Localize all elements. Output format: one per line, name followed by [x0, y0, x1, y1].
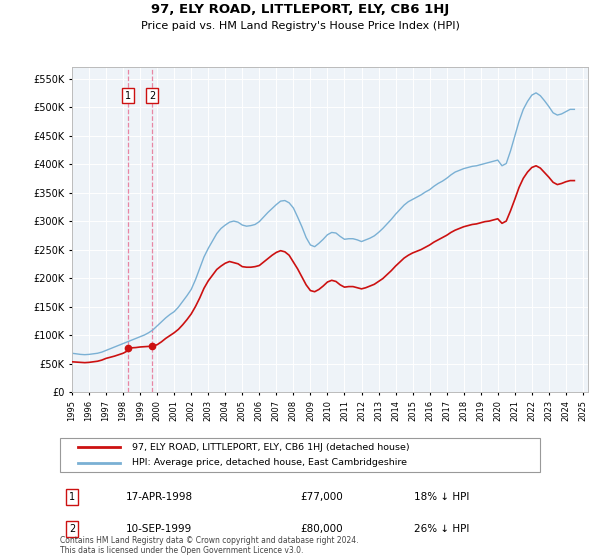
Text: HPI: Average price, detached house, East Cambridgeshire: HPI: Average price, detached house, East… — [132, 458, 407, 467]
Text: 2: 2 — [149, 91, 155, 101]
Text: Contains HM Land Registry data © Crown copyright and database right 2024.
This d: Contains HM Land Registry data © Crown c… — [60, 536, 359, 556]
Text: £80,000: £80,000 — [300, 524, 343, 534]
Text: 26% ↓ HPI: 26% ↓ HPI — [414, 524, 469, 534]
Text: 18% ↓ HPI: 18% ↓ HPI — [414, 492, 469, 502]
Text: 97, ELY ROAD, LITTLEPORT, ELY, CB6 1HJ: 97, ELY ROAD, LITTLEPORT, ELY, CB6 1HJ — [151, 3, 449, 16]
Text: 17-APR-1998: 17-APR-1998 — [126, 492, 193, 502]
Text: 1: 1 — [69, 492, 75, 502]
Text: £77,000: £77,000 — [300, 492, 343, 502]
Text: 2: 2 — [69, 524, 75, 534]
Text: 97, ELY ROAD, LITTLEPORT, ELY, CB6 1HJ (detached house): 97, ELY ROAD, LITTLEPORT, ELY, CB6 1HJ (… — [132, 443, 410, 452]
Text: 1: 1 — [125, 91, 131, 101]
Text: Price paid vs. HM Land Registry's House Price Index (HPI): Price paid vs. HM Land Registry's House … — [140, 21, 460, 31]
Text: 10-SEP-1999: 10-SEP-1999 — [126, 524, 192, 534]
FancyBboxPatch shape — [60, 438, 540, 472]
